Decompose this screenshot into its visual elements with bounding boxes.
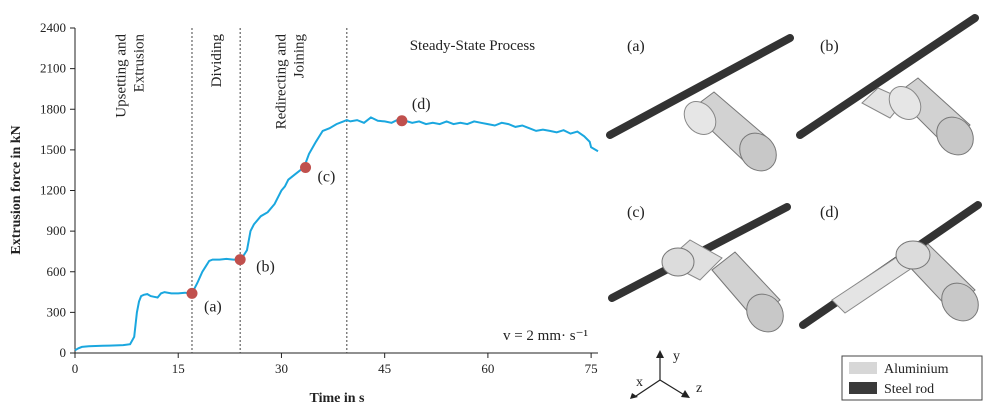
y-tick-label: 900	[47, 223, 67, 238]
y-tick-label: 2100	[40, 61, 66, 76]
panel-c: (c)	[608, 203, 791, 333]
x-tick-label: 15	[172, 361, 185, 376]
highlight-point-label: (a)	[204, 298, 222, 315]
aluminium-billet	[831, 240, 979, 322]
axis-y-label: y	[673, 349, 680, 364]
velocity-annotation: v = 2 mm· s⁻¹	[503, 328, 588, 344]
x-axis-title: Time in s	[310, 391, 366, 405]
phase-label: Upsetting and	[113, 34, 129, 118]
legend-label-aluminium: Aluminium	[884, 362, 949, 377]
steel-rod	[796, 14, 979, 139]
aluminium-billet	[661, 239, 784, 333]
force-series-line	[74, 116, 599, 352]
y-axis-title: Extrusion force in kN	[9, 125, 24, 254]
y-tick-label: 300	[47, 304, 67, 319]
y-tick-label: 600	[47, 264, 67, 279]
y-tick-label: 0	[60, 345, 67, 360]
x-tick-label: 30	[275, 361, 288, 376]
y-tick-label: 1200	[40, 183, 66, 198]
highlight-point	[396, 115, 408, 127]
panel-d-label: (d)	[820, 204, 839, 221]
highlight-point	[300, 161, 312, 173]
highlight-point	[186, 287, 198, 299]
axis-z-label: z	[696, 381, 702, 396]
y-tick-label: 1500	[40, 142, 66, 157]
y-tick-label: 2400	[40, 20, 66, 35]
process-illustrations: (a) (b) (c)	[606, 14, 983, 401]
panel-b: (b)	[796, 14, 979, 156]
x-axis: 0 15 30 45 60 75	[72, 352, 598, 376]
highlight-point-label: (d)	[412, 96, 431, 113]
aluminium-billet	[861, 77, 974, 156]
axis-x-label: x	[636, 375, 643, 390]
x-tick-label: 75	[585, 361, 598, 376]
legend-swatch-aluminium	[849, 362, 877, 374]
x-tick-label: 45	[378, 361, 391, 376]
phase-lines: Upsetting and Extrusion Dividing Redirectin…	[113, 28, 535, 353]
coordinate-axes	[630, 350, 690, 399]
phase-label: Redirecting and	[273, 34, 289, 130]
material-legend: Aluminium Steel rod	[841, 355, 983, 401]
phase-label: Steady-State Process	[410, 38, 536, 54]
phase-label: Dividing	[209, 34, 225, 88]
aluminium-billet	[683, 91, 777, 172]
panel-c-label: (c)	[627, 204, 645, 221]
highlight-point	[234, 254, 246, 266]
x-tick-label: 0	[72, 361, 79, 376]
highlight-point-label: (b)	[256, 259, 275, 276]
panel-d: (d)	[799, 201, 982, 329]
y-tick-label: 1800	[40, 101, 66, 116]
panel-a: (a)	[606, 34, 794, 172]
legend-label-steel: Steel rod	[884, 382, 934, 397]
highlight-points: (a) (b) (c) (d)	[186, 96, 431, 315]
y-axis: 0 300 600 900 1200 1500 1800 2100 2400	[40, 20, 76, 360]
legend-swatch-steel	[849, 382, 877, 394]
extrusion-force-chart: 0 300 600 900 1200 1500 1800 2100 2400 0 15 30 45 60…	[9, 20, 599, 405]
x-tick-label: 60	[481, 361, 494, 376]
panel-b-label: (b)	[820, 38, 839, 55]
panel-a-label: (a)	[627, 38, 645, 55]
highlight-point-label: (c)	[318, 168, 336, 185]
steel-rod	[606, 34, 794, 139]
phase-label: Extrusion	[131, 34, 147, 93]
phase-label: Joining	[291, 34, 307, 79]
